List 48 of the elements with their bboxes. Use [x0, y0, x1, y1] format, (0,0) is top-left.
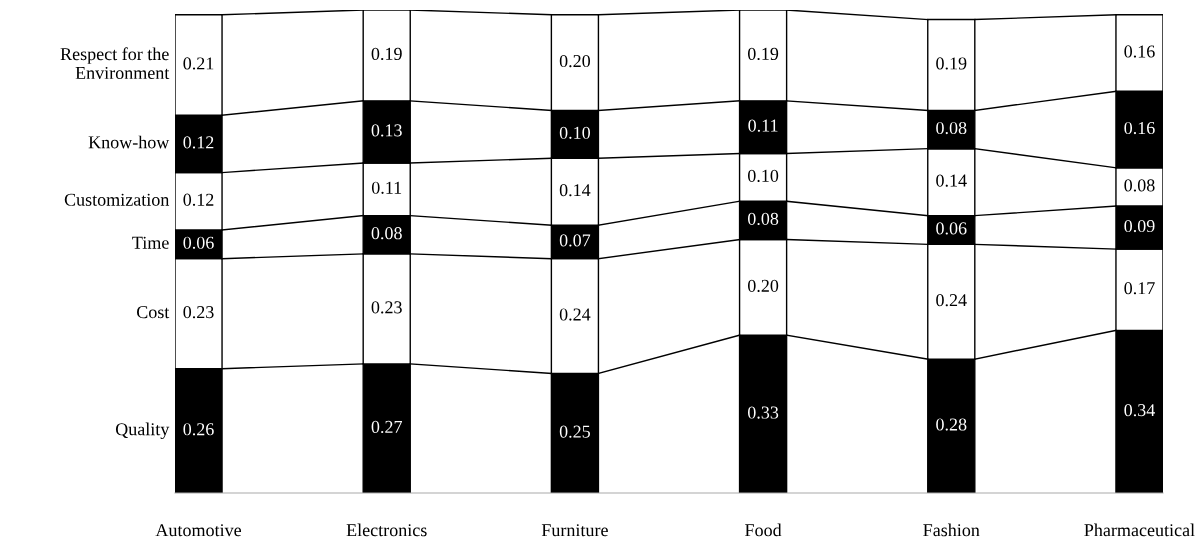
data-label: 0.06: [183, 236, 214, 249]
x-tick-label: Pharmaceutical: [1084, 523, 1195, 537]
data-label: 0.08: [936, 121, 967, 135]
series-label: Respect for the Environment: [60, 47, 170, 80]
data-label: 0.06: [936, 222, 967, 235]
series-label: Quality: [115, 422, 170, 440]
data-label: 0.12: [183, 136, 214, 149]
data-label: 0.24: [559, 308, 591, 321]
x-tick-label: Furniture: [541, 524, 608, 537]
data-label: 0.17: [1124, 282, 1155, 295]
data-label: 0.21: [183, 57, 214, 70]
data-label: 0.23: [183, 306, 214, 319]
series-label: Cost: [136, 306, 170, 319]
data-label: 0.25: [559, 425, 590, 438]
data-label: 0.11: [748, 119, 778, 132]
x-tick-label: Automotive: [155, 524, 242, 537]
data-label: 0.11: [371, 181, 402, 194]
data-label: 0.16: [1124, 45, 1155, 58]
data-label: 0.20: [559, 54, 591, 68]
data-label: 0.26: [183, 423, 214, 436]
data-label: 0.08: [747, 212, 779, 226]
data-label: 0.16: [1124, 121, 1155, 135]
data-label: 0.23: [371, 301, 402, 314]
data-label: 0.09: [1124, 219, 1155, 233]
data-label: 0.13: [371, 124, 402, 137]
data-label: 0.33: [747, 406, 779, 419]
data-label: 0.10: [559, 126, 591, 139]
data-label: 0.14: [559, 184, 591, 197]
series-label: Time: [132, 236, 169, 249]
series-label: Customization: [64, 193, 170, 206]
series-label: Know-how: [88, 135, 170, 149]
data-label: 0.08: [371, 227, 402, 240]
data-label: 0.10: [747, 169, 779, 182]
data-label: 0.19: [371, 47, 402, 61]
x-tick-label: Fashion: [923, 523, 980, 537]
x-tick-label: Food: [745, 523, 782, 537]
data-label: 0.07: [559, 234, 591, 247]
data-label: 0.34: [1124, 404, 1155, 417]
data-label: 0.24: [936, 294, 967, 307]
data-label: 0.14: [936, 174, 967, 187]
data-label: 0.27: [371, 420, 402, 434]
data-label: 0.19: [936, 57, 967, 70]
x-tick-label: Electronics: [346, 523, 427, 537]
data-label: 0.28: [936, 418, 967, 431]
data-label: 0.20: [747, 279, 779, 292]
data-label: 0.19: [747, 47, 779, 61]
data-label: 0.12: [183, 193, 214, 206]
data-label: 0.08: [1124, 179, 1155, 192]
